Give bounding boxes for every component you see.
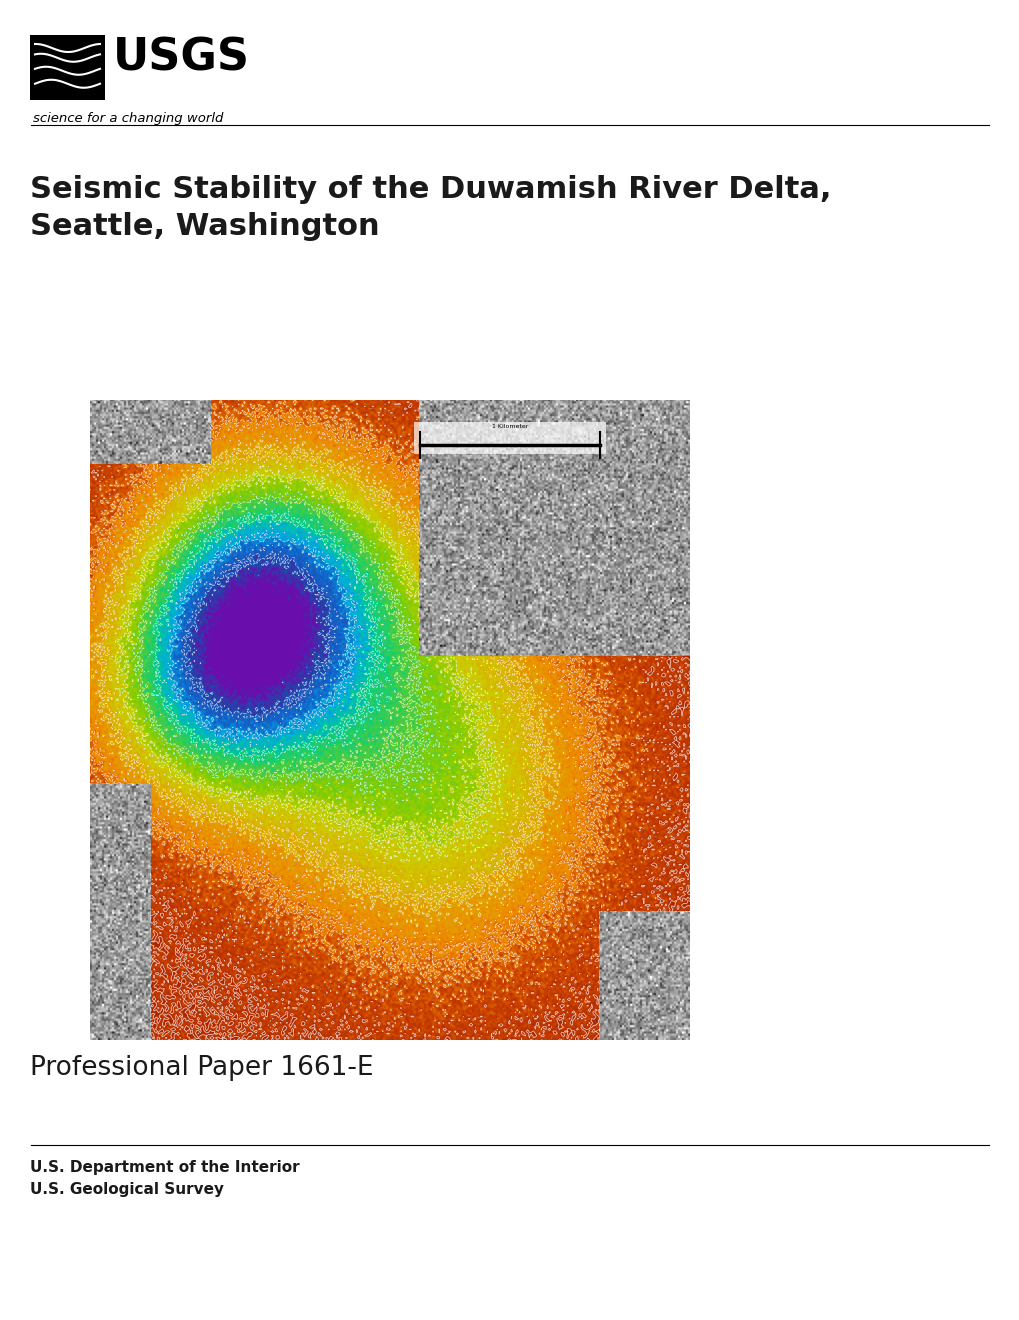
Text: USGS: USGS — [113, 36, 250, 79]
Bar — [414, 422, 605, 454]
Bar — [30, 36, 105, 100]
Text: U.S. Geological Survey: U.S. Geological Survey — [30, 1181, 224, 1197]
Text: 1 Kilometer: 1 Kilometer — [491, 424, 528, 429]
Text: U.S. Department of the Interior: U.S. Department of the Interior — [30, 1160, 300, 1175]
Text: Seismic Stability of the Duwamish River Delta,: Seismic Stability of the Duwamish River … — [30, 176, 830, 205]
Text: Professional Paper 1661-E: Professional Paper 1661-E — [30, 1055, 373, 1081]
Text: science for a changing world: science for a changing world — [33, 112, 223, 125]
Text: Seattle, Washington: Seattle, Washington — [30, 213, 379, 242]
